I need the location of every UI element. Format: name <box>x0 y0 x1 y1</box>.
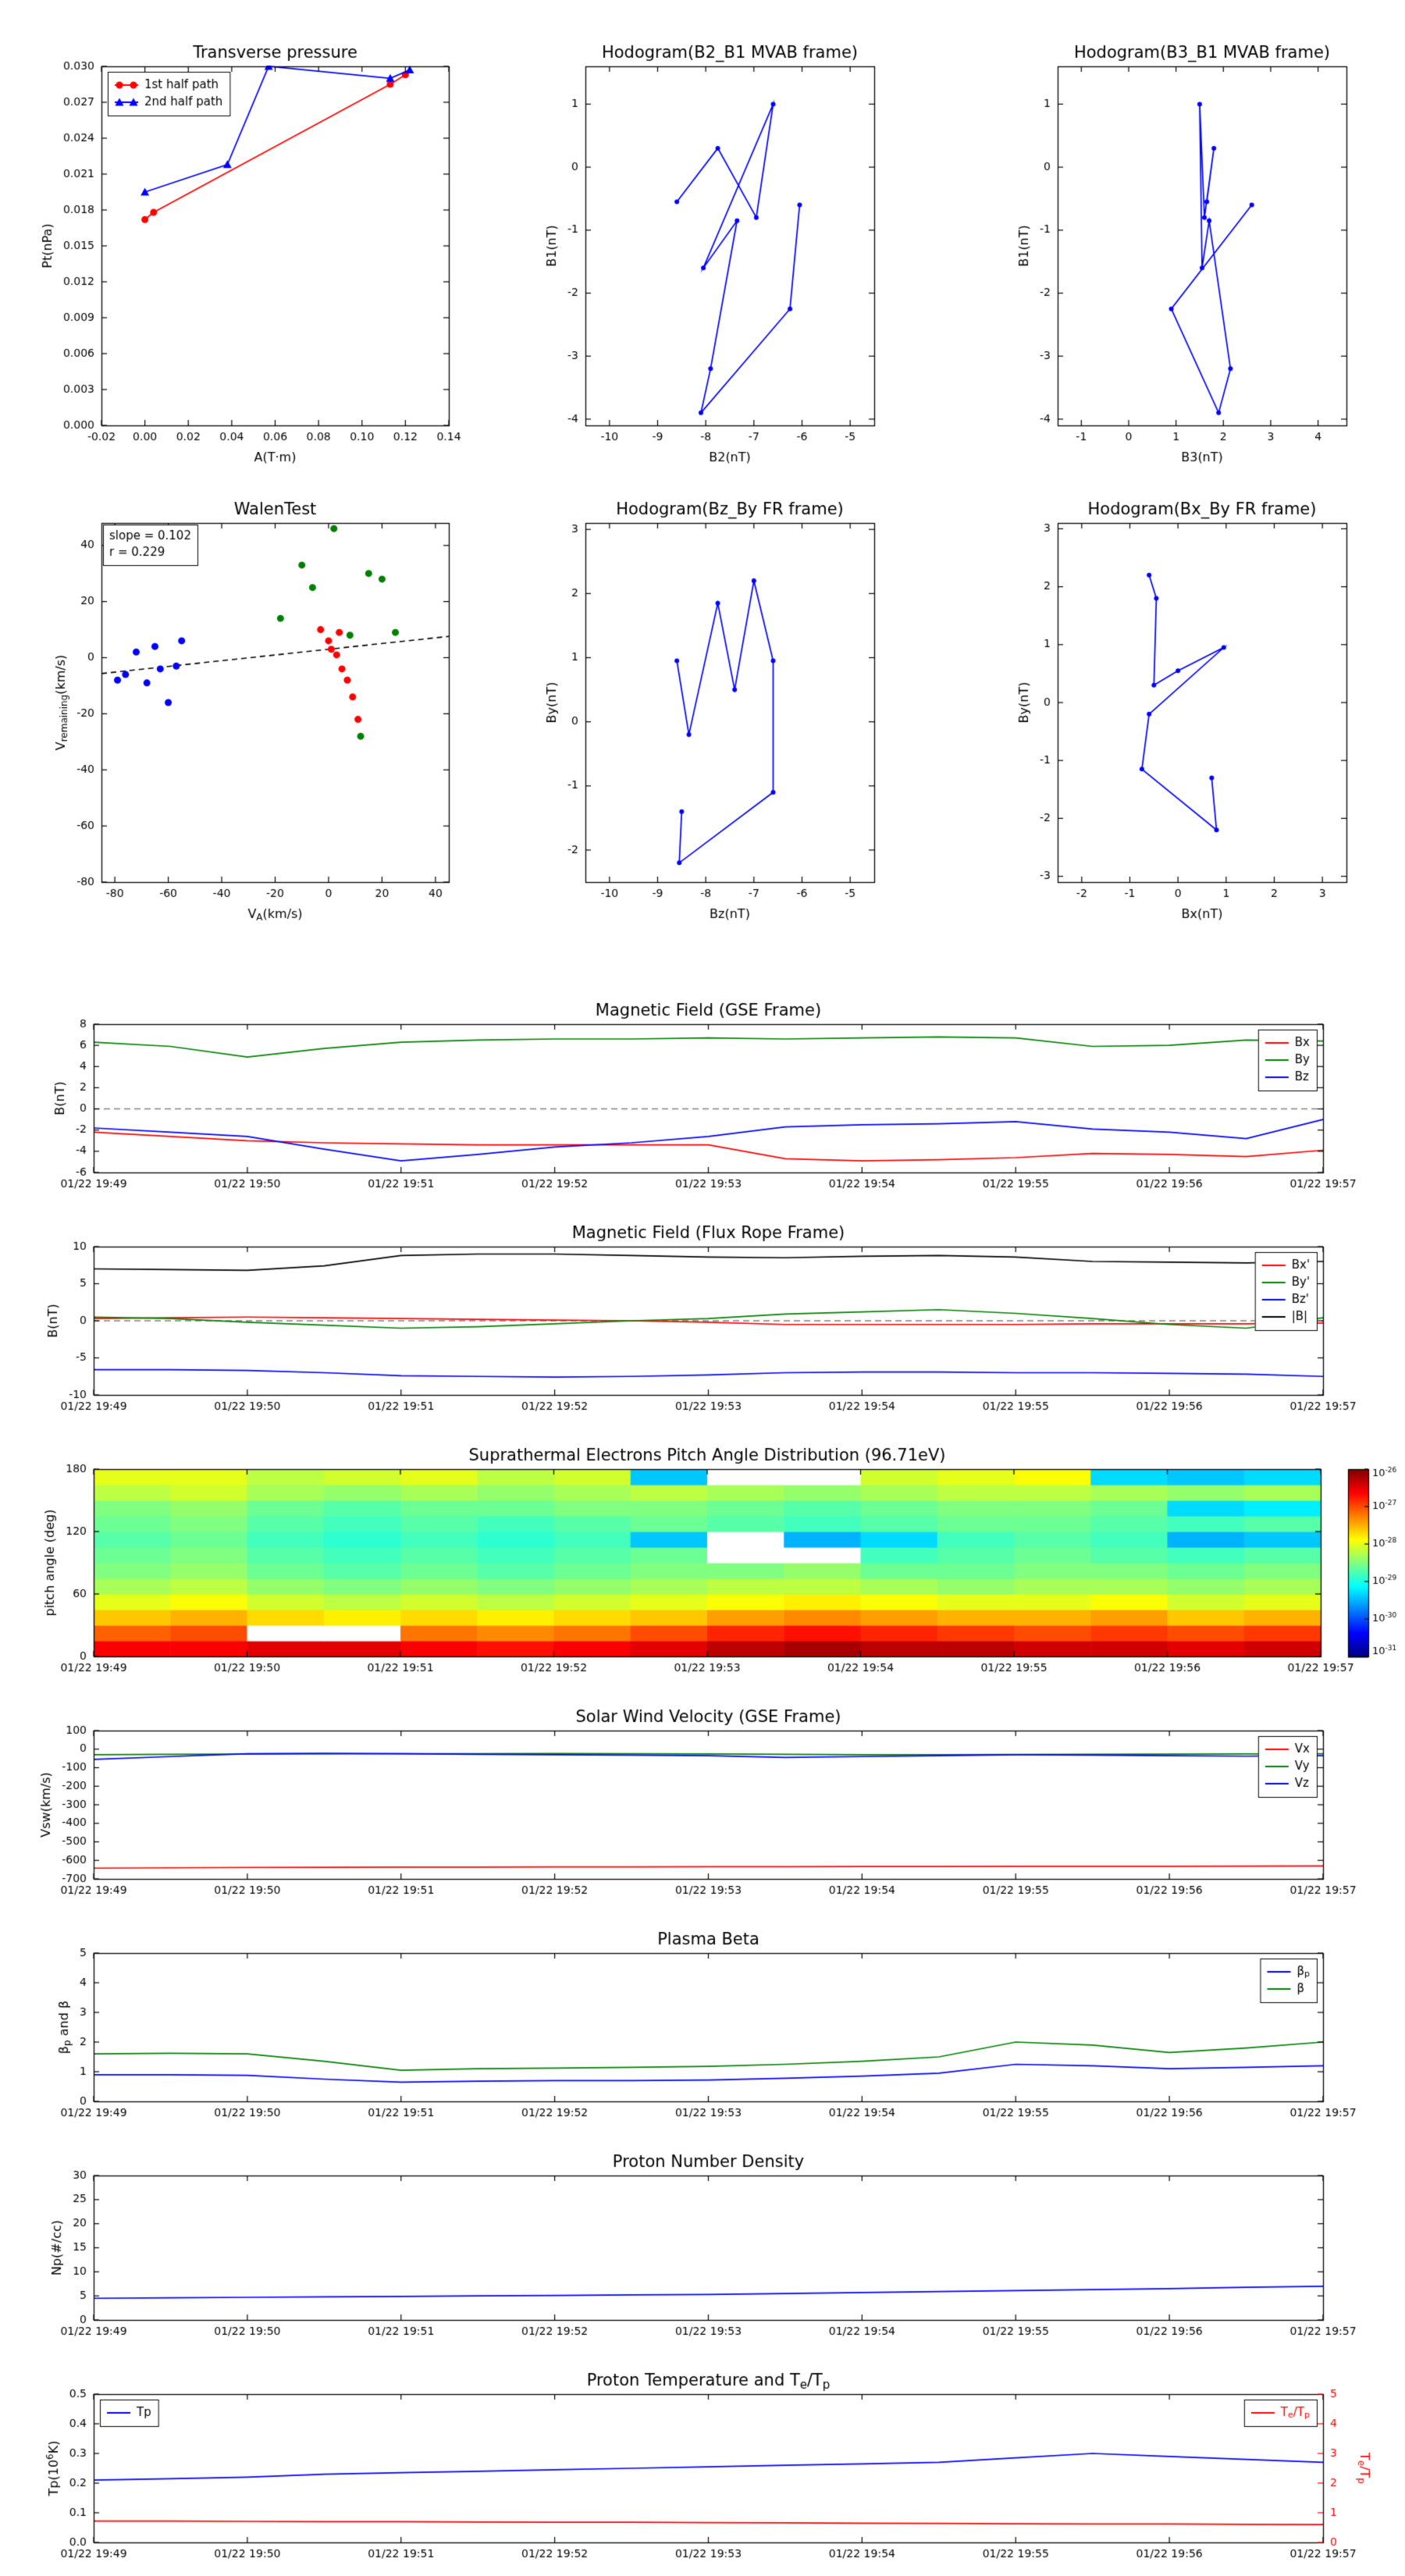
chart-hodogram-b2-b1 <box>500 20 905 476</box>
chart-pitch-angle-distribution <box>0 1421 1405 1682</box>
chart-hodogram-bx-by <box>972 476 1378 933</box>
chart-magnetic-field-flux-rope <box>0 1198 1405 1421</box>
chart-hodogram-b3-b1 <box>972 20 1378 476</box>
chart-hodogram-bz-by <box>500 476 905 933</box>
chart-proton-temperature <box>0 2346 1405 2574</box>
chart-walen-test <box>23 476 468 933</box>
chart-proton-number-density <box>0 2127 1405 2346</box>
chart-solar-wind-velocity <box>0 1682 1405 1905</box>
chart-transverse-pressure <box>23 20 468 476</box>
chart-plasma-beta <box>0 1905 1405 2127</box>
chart-magnetic-field-gse <box>0 976 1405 1198</box>
